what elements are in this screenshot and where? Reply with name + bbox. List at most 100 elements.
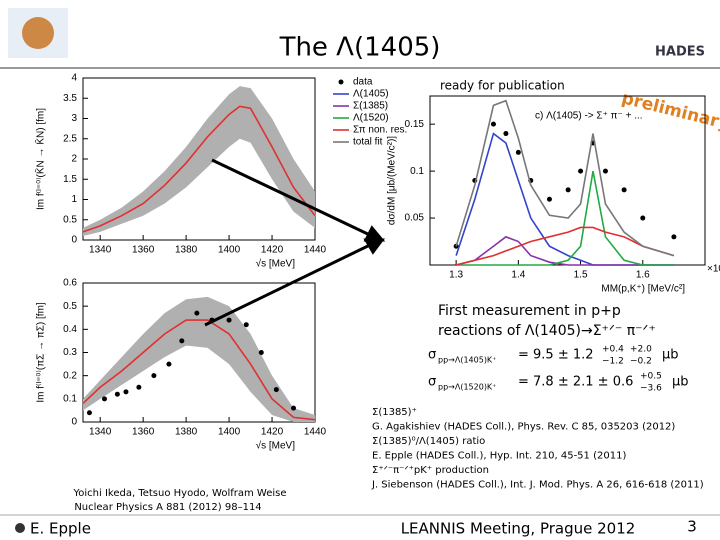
annotation: c) Λ(1405) -> Σ⁺ π⁻ + ... — [535, 111, 643, 122]
slide-title: The Λ(1405) — [279, 33, 441, 63]
uncertainty-band — [83, 296, 315, 422]
arrows — [204, 158, 386, 327]
page-number: 3 — [687, 518, 697, 536]
formula-sub: pp→Λ(1405)K⁺ — [438, 356, 496, 365]
y-axis-label: Im f⁽ᴵ⁼⁰⁾(K̄N → K̄N) [fm] — [34, 108, 47, 210]
formula-sys-down: −1.2 — [602, 357, 624, 367]
x-tick-label: 1380 — [175, 427, 198, 438]
data-point — [151, 373, 157, 379]
footer-author: E. Epple — [30, 520, 91, 538]
data-point — [602, 168, 608, 174]
y-tick-label: 0.05 — [405, 213, 425, 224]
data-point — [136, 384, 142, 390]
data-point — [194, 310, 200, 316]
chart: 0.05 0.1 0.15 1.3 1.4 1.5 1.6 MM(p,K⁺) [MeV/c²]… — [333, 77, 720, 295]
x-axis-label: MM(p,K⁺) [MeV/c²] — [601, 284, 685, 295]
reference-line: Σ⁺ᐟ⁻π⁻ᐟ⁺pK⁺ production — [372, 465, 489, 476]
data-point — [621, 187, 627, 193]
x-tick-label: 1.3 — [449, 270, 463, 281]
formula-eq: = 9.5 ± 1.2 — [518, 348, 594, 363]
y-tick-label: 0.5 — [63, 214, 77, 225]
formula-sys-up: +0.4 — [602, 345, 624, 355]
data-point — [243, 322, 249, 328]
data-point — [671, 234, 677, 240]
uncertainty-band — [83, 86, 315, 236]
chart: 0 0.1 0.2 0.3 0.4 0.5 0.6 1340 1360 1380 1400 1420 1… — [36, 278, 327, 452]
data-point — [578, 168, 584, 174]
data-point — [166, 361, 172, 367]
y-tick-label: 0.4 — [63, 324, 77, 335]
series-line — [82, 319, 316, 421]
x-tick-label: 1360 — [132, 245, 155, 256]
x-tick-label: 1340 — [89, 427, 112, 438]
x-tick-label: 1.6 — [636, 270, 650, 281]
y-tick-label: 3 — [71, 113, 77, 124]
data-point — [86, 410, 92, 416]
x-tick-label: 1400 — [218, 245, 241, 256]
legend-label: Λ(1520) — [353, 113, 389, 124]
formula-unit: μb — [672, 375, 689, 390]
y-tick-label: 0 — [71, 417, 77, 428]
references: Σ(1385)⁺ G. Agakishiev (HADES Coll.), Phy… — [371, 407, 704, 491]
y-tick-label: 1 — [71, 194, 77, 205]
x-multiplier: ×10³ — [707, 264, 720, 275]
y-tick-label: 0.2 — [63, 370, 77, 381]
x-tick-label: 1440 — [304, 427, 327, 438]
y-tick-label: 2.5 — [63, 133, 77, 144]
data-point — [640, 215, 646, 221]
data-point — [101, 396, 107, 402]
legend-label: Λ(1405) — [353, 89, 389, 100]
theory-ref: Nuclear Physics A 881 (2012) 98–114 — [74, 502, 261, 513]
formula-sub: pp→Λ(1520)K⁺ — [438, 383, 496, 392]
series-line — [455, 235, 674, 266]
author-icon — [15, 523, 25, 533]
data-point — [546, 196, 552, 202]
data-point — [179, 338, 185, 344]
measurement-line: reactions of Λ(1405)→Σ⁺ᐟ⁻ π⁻ᐟ⁺ — [438, 323, 656, 339]
y-axis-label: dσ/dM [μb/(MeV/c²)] — [387, 136, 398, 225]
y-axis-label: Im f⁽ᴵ⁼⁰⁾(πΣ → πΣ) [fm] — [36, 302, 47, 403]
legend-label: total fit — [353, 137, 383, 148]
y-tick-label: 0 — [71, 235, 77, 246]
data-point — [565, 187, 571, 193]
legend-swatch — [338, 79, 344, 85]
data-point — [273, 387, 279, 393]
data-point — [123, 389, 129, 395]
data-point — [291, 405, 297, 411]
data-point — [503, 131, 509, 137]
formula-eq: = 7.8 ± 2.1 ± 0.6 — [518, 375, 633, 390]
reference-line: J. Siebenson (HADES Coll.), Int. J. Mod.… — [371, 480, 704, 491]
y-tick-label: 0.6 — [63, 278, 77, 289]
reference-line: Σ(1385)⁺ — [372, 407, 417, 418]
formula-lhs: σ — [428, 375, 436, 390]
formula-lhs: σ — [428, 348, 436, 363]
y-tick-label: 0.5 — [63, 301, 77, 312]
legend-label: Σ(1385) — [353, 101, 388, 112]
x-tick-label: 1420 — [261, 427, 284, 438]
measurement: First measurement in p+p reactions of Λ(1… — [428, 303, 689, 394]
reference-line: E. Epple (HADES Coll.), Hyp. Int. 210, 4… — [372, 451, 626, 462]
chart: 0 0.5 1 1.5 2 2.5 3 3.5 4 1340 1360 1380 1400 1420 144… — [34, 73, 326, 270]
legend-label: data — [353, 77, 373, 88]
measurement-line: First measurement in p+p — [438, 303, 621, 319]
data-point — [515, 149, 521, 155]
y-tick-label: 1.5 — [63, 174, 77, 185]
x-tick-label: 1400 — [218, 427, 241, 438]
theory-ref: Yoichi Ikeda, Tetsuo Hyodo, Wolfram Weis… — [72, 488, 286, 499]
formula-sys-down: −0.2 — [630, 357, 652, 367]
reference-line: Σ(1385)⁰/Λ(1405) ratio — [372, 436, 485, 447]
data-point — [258, 350, 264, 355]
y-tick-label: 0.15 — [405, 119, 425, 130]
series-line — [455, 226, 675, 266]
series-line — [455, 99, 675, 257]
formula-sys-down: −3.6 — [640, 384, 662, 394]
x-tick-label: 1.5 — [574, 270, 588, 281]
legend-label: Σπ non. res. — [353, 125, 407, 136]
logo-emblem — [22, 17, 54, 49]
formula-sys-up: +2.0 — [630, 345, 652, 355]
y-tick-label: 0.3 — [63, 347, 77, 358]
x-tick-label: 1380 — [175, 245, 198, 256]
series-line — [456, 170, 674, 266]
stamp-ready: ready for publication — [440, 79, 565, 93]
